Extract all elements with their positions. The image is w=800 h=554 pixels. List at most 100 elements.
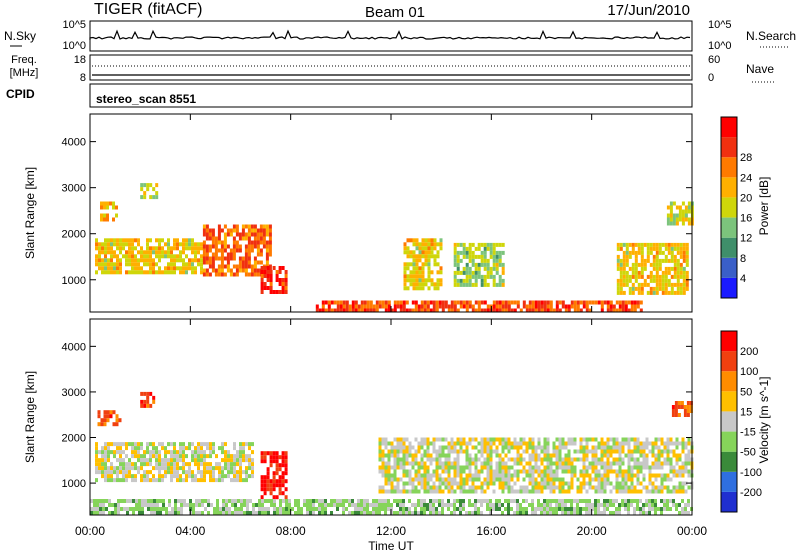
heat-cell: [576, 485, 580, 490]
heat-cell: [95, 258, 98, 263]
heat-cell: [579, 473, 583, 478]
heat-cell: [597, 489, 601, 494]
heat-cell: [402, 453, 406, 458]
heat-cell: [546, 469, 550, 474]
heat-cell: [235, 248, 239, 253]
heat-cell: [552, 469, 556, 474]
heat-cell: [236, 470, 239, 475]
heat-cell: [585, 300, 589, 305]
heat-cell: [655, 258, 659, 263]
heat-cell: [447, 499, 450, 503]
heat-cell: [558, 457, 562, 462]
heat-cell: [666, 489, 670, 494]
heat-cell: [411, 453, 415, 458]
heat-cell: [209, 450, 212, 455]
heat-cell: [272, 459, 276, 464]
heat-cell: [253, 228, 257, 233]
heat-cell: [417, 449, 421, 454]
heat-cell: [561, 461, 565, 466]
heat-cell: [138, 507, 141, 511]
heat-cell: [639, 308, 643, 313]
heat-cell: [570, 503, 573, 507]
heat-cell: [459, 445, 463, 450]
heat-cell: [273, 499, 276, 503]
heat-cell: [263, 451, 267, 456]
heat-cell: [194, 250, 197, 255]
heat-cell: [235, 264, 239, 269]
heat-cell: [384, 481, 388, 486]
heat-cell: [636, 481, 640, 486]
heat-cell: [654, 441, 658, 446]
heat-cell: [106, 201, 109, 206]
heat-cell: [415, 282, 419, 287]
heat-cell: [537, 304, 541, 309]
heat-cell: [226, 228, 230, 233]
heat-cell: [540, 308, 544, 313]
heat-cell: [462, 477, 466, 482]
heat-cell: [474, 473, 478, 478]
heat-cell: [179, 478, 182, 483]
heat-cell: [202, 232, 206, 237]
heat-cell: [672, 213, 676, 218]
heat-cell: [269, 487, 273, 492]
heat-cell: [609, 481, 613, 486]
heat-cell: [660, 441, 664, 446]
heat-cell: [226, 252, 230, 257]
heat-cell: [345, 507, 348, 511]
heat-cell: [573, 300, 577, 305]
heat-cell: [570, 507, 573, 511]
heat-cell: [134, 474, 137, 479]
heat-cell: [669, 205, 673, 210]
heat-cell: [381, 304, 385, 309]
heat-cell: [102, 511, 105, 515]
heat-cell: [152, 262, 155, 267]
heat-cell: [684, 489, 688, 494]
heat-cell: [591, 507, 594, 511]
heat-cell: [634, 274, 638, 279]
heat-cell: [152, 266, 155, 271]
heat-cell: [661, 282, 665, 287]
heat-cell: [393, 304, 397, 309]
heat-cell: [621, 300, 625, 305]
heat-cell: [606, 453, 610, 458]
heat-cell: [224, 442, 227, 447]
heat-cell: [146, 187, 150, 192]
heat-cell: [686, 413, 690, 417]
heat-cell: [119, 458, 122, 463]
heat-cell: [567, 465, 571, 470]
heat-cell: [412, 286, 416, 291]
heat-cell: [250, 248, 254, 253]
heat-cell: [399, 511, 402, 515]
heat-cell: [162, 499, 165, 503]
heat-cell: [576, 499, 579, 503]
heat-cell: [465, 300, 469, 305]
heat-cell: [633, 300, 637, 305]
heat-cell: [220, 228, 224, 233]
heat-cell: [227, 458, 230, 463]
heat-cell: [351, 503, 354, 507]
heat-cell: [396, 477, 400, 482]
heat-cell: [681, 209, 685, 214]
heat-cell: [119, 262, 122, 267]
colorbar-swatch: [721, 117, 737, 138]
heat-cell: [116, 242, 119, 247]
heat-cell: [101, 454, 104, 459]
heat-cell: [167, 246, 170, 251]
heat-cell: [462, 437, 466, 442]
heat-cell: [549, 473, 553, 478]
heat-cell: [269, 491, 273, 496]
heat-cell: [396, 499, 399, 503]
heat-cell: [149, 478, 152, 483]
heat-cell: [495, 282, 499, 287]
heat-cell: [567, 304, 571, 309]
heat-cell: [672, 469, 676, 474]
heat-cell: [678, 205, 682, 210]
heat-cell: [318, 499, 321, 503]
heat-cell: [625, 270, 629, 275]
heat-cell: [267, 499, 270, 503]
heat-cell: [201, 499, 204, 503]
heat-cell: [284, 290, 288, 294]
heat-cell: [366, 308, 370, 313]
heat-cell: [444, 481, 448, 486]
heat-cell: [663, 445, 667, 450]
